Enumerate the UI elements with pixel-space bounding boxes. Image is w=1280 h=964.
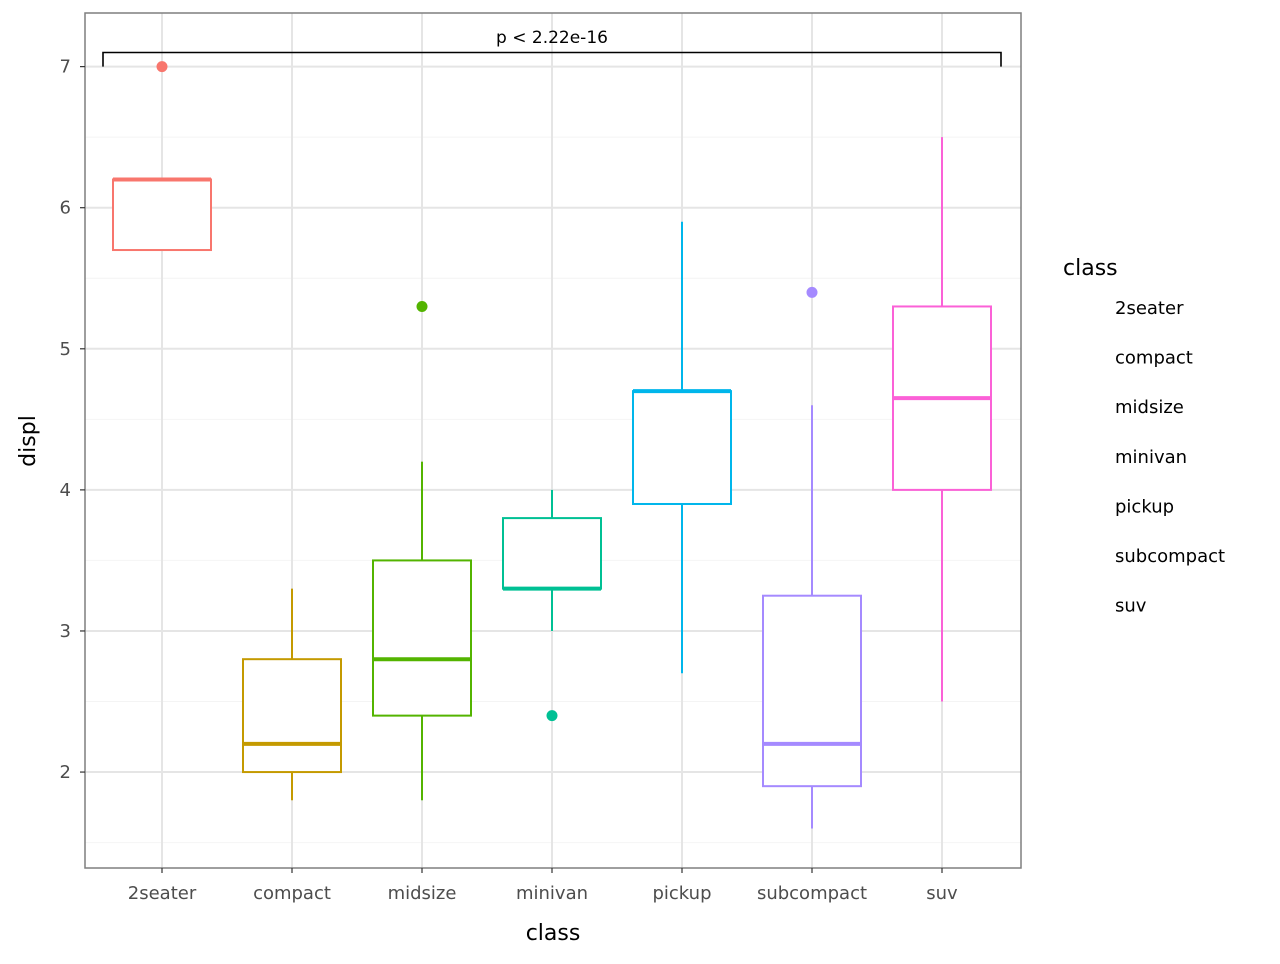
legend-entry-compact: compact — [1115, 348, 1193, 369]
legend-entry-midsize: midsize — [1115, 397, 1184, 418]
panel-border — [84, 12, 1022, 869]
y-tick-label: 2 — [60, 762, 71, 783]
legend-entry-subcompact: subcompact — [1115, 546, 1225, 567]
y-tick-label: 3 — [60, 621, 71, 642]
grid — [85, 13, 1021, 868]
legend-entry-2seater: 2seater — [1115, 298, 1184, 319]
box-iqr — [372, 559, 472, 717]
box-iqr — [242, 658, 342, 774]
box-compact — [242, 588, 342, 801]
y-tick-label: 5 — [60, 339, 71, 360]
x-tick-label: suv — [926, 883, 958, 904]
box-suv — [892, 137, 992, 702]
box-iqr — [632, 390, 732, 505]
box-midsize — [372, 300, 472, 801]
box-iqr — [762, 594, 862, 788]
x-tick-label: 2seater — [128, 883, 197, 904]
outlier-point — [156, 61, 168, 73]
box-pickup — [632, 221, 732, 674]
y-tick-label: 4 — [60, 480, 71, 501]
legend: class 2seater compact midsize minivan pickup… — [1063, 256, 1225, 617]
plot-marks — [102, 51, 1002, 829]
x-tick-label: compact — [253, 883, 331, 904]
legend-entry-suv: suv — [1115, 596, 1147, 617]
box-iqr — [502, 517, 602, 590]
axes: 2 3 4 5 6 7 2seater compact midsize minivan pickup… — [60, 57, 959, 904]
y-tick-label: 6 — [60, 198, 71, 219]
legend-entry-minivan: minivan — [1115, 447, 1187, 468]
box-subcompact — [762, 286, 862, 829]
outlier-point — [806, 286, 818, 298]
legend-entry-pickup: pickup — [1115, 496, 1174, 517]
x-axis-title: class — [526, 921, 581, 946]
y-axis-title: displ — [16, 415, 41, 467]
x-tick-label: midsize — [388, 883, 457, 904]
x-tick-label: pickup — [652, 883, 711, 904]
x-tick-label: subcompact — [757, 883, 867, 904]
outlier-point — [416, 300, 428, 312]
legend-title: class — [1063, 256, 1118, 281]
x-tick-label: minivan — [516, 883, 588, 904]
box-2seater — [112, 61, 212, 252]
outlier-point — [546, 710, 558, 722]
box-iqr — [112, 178, 212, 252]
significance-bracket — [102, 51, 1002, 67]
annotation-p-value: p < 2.22e-16 — [496, 28, 608, 48]
box-minivan — [502, 489, 602, 722]
y-tick-label: 7 — [60, 57, 71, 78]
